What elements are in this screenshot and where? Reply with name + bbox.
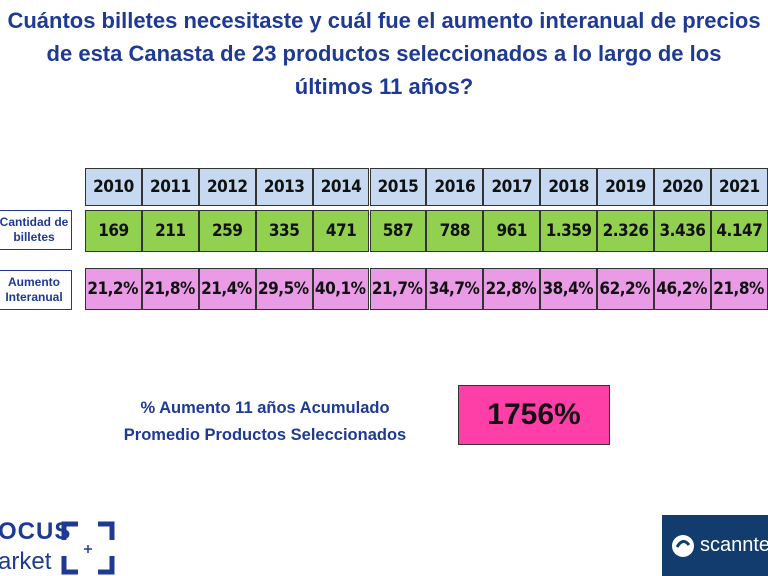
table-cell: 21,8% <box>710 268 768 310</box>
table-cell: 211 <box>141 210 199 252</box>
table-cell: 3.436 <box>654 210 711 252</box>
table-cell: 587 <box>369 210 427 252</box>
summary-value: 1756% <box>458 385 610 445</box>
table-cell: 335 <box>255 210 313 252</box>
table-cell: 21,8% <box>141 268 199 310</box>
summary-text: % Aumento 11 años Acumulado <box>140 399 390 417</box>
logo-text: scannte <box>700 534 768 556</box>
year-header: 2013 <box>255 168 313 206</box>
row-label: Aumento Interanual <box>0 270 72 310</box>
table-cell: 21,2% <box>85 268 142 310</box>
table-cell: 4.147 <box>710 210 768 252</box>
row-label: Cantidad de billetes <box>0 210 72 250</box>
logo-text: arket <box>0 548 52 575</box>
year-header: 2012 <box>198 168 256 206</box>
table-cell: 21,4% <box>198 268 256 310</box>
logo-brackets <box>61 521 115 575</box>
year-header: 2018 <box>540 168 598 206</box>
year-header: 2017 <box>483 168 541 206</box>
table-cell: 788 <box>426 210 484 252</box>
table-cell: 62,2% <box>597 268 654 310</box>
year-header: 2020 <box>654 168 711 206</box>
year-header: 2019 <box>597 168 654 206</box>
table-cell: 22,8% <box>483 268 541 310</box>
table-cell: 1.359 <box>540 210 598 252</box>
logo-box: scannte <box>662 515 768 576</box>
table-cell: 169 <box>85 210 142 252</box>
table-cell: 2.326 <box>597 210 654 252</box>
table-cell: 38,4% <box>540 268 598 310</box>
year-header: 2010 <box>85 168 142 206</box>
table-cell: 471 <box>312 210 370 252</box>
table-cell: 40,1% <box>312 268 370 310</box>
table-cell: 29,5% <box>255 268 313 310</box>
year-header: 2015 <box>369 168 427 206</box>
year-header: 2021 <box>710 168 768 206</box>
table-cell: 961 <box>483 210 541 252</box>
table-cell: 21,7% <box>369 268 427 310</box>
title: Cuántos billetes necesitaste y cuál fue … <box>7 8 761 99</box>
table-cell: 259 <box>198 210 256 252</box>
summary-text: Promedio Productos Seleccionados <box>123 426 407 444</box>
year-header: 2011 <box>141 168 199 206</box>
logo-icon <box>672 535 694 557</box>
year-header: 2016 <box>426 168 484 206</box>
table-cell: 46,2% <box>654 268 711 310</box>
logo-text: OCUS <box>0 518 72 545</box>
table-cell: 34,7% <box>426 268 484 310</box>
year-header: 2014 <box>312 168 370 206</box>
